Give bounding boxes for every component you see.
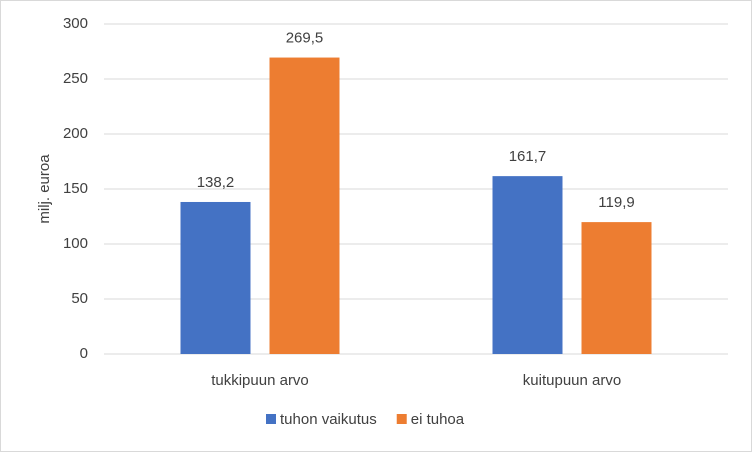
y-tick-label: 100	[63, 235, 88, 252]
legend-swatch	[396, 414, 407, 424]
data-label: 138,2	[197, 174, 235, 191]
bar	[492, 176, 563, 354]
x-tick-label: kuitupuun arvo	[523, 372, 621, 389]
bar	[180, 201, 251, 354]
bar	[581, 222, 652, 354]
data-label: 269,5	[286, 30, 324, 47]
bar	[269, 57, 340, 355]
x-tick-label: tukkipuun arvo	[211, 372, 309, 389]
y-axis-label: milj. euroa	[36, 154, 53, 224]
y-tick-label: 300	[63, 15, 88, 32]
y-tick-label: 150	[63, 180, 88, 197]
data-label: 161,7	[509, 148, 547, 165]
legend-label: ei tuhoa	[411, 411, 465, 428]
y-tick-label: 250	[63, 70, 88, 87]
legend-label: tuhon vaikutus	[280, 411, 377, 428]
data-label: 119,9	[598, 194, 634, 211]
y-tick-label: 0	[80, 345, 88, 362]
legend-swatch	[266, 414, 276, 424]
y-tick-label: 50	[71, 290, 88, 307]
y-tick-label: 200	[63, 125, 88, 142]
